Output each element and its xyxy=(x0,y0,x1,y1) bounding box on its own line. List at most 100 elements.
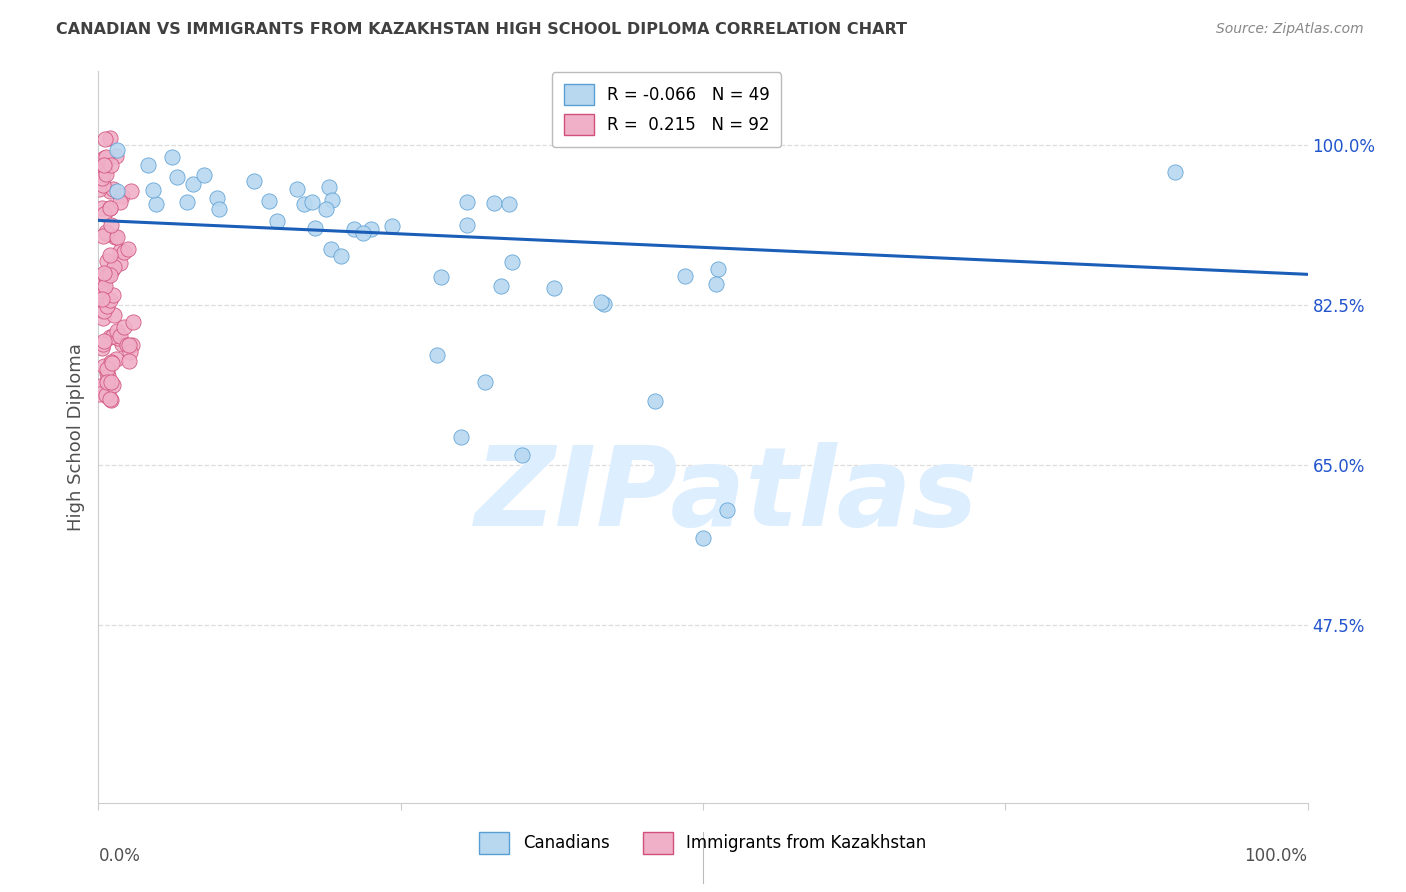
Point xyxy=(205,191,228,205)
Point xyxy=(692,531,714,545)
Point xyxy=(93,207,115,221)
Point xyxy=(87,274,110,288)
Point xyxy=(100,219,122,233)
Point xyxy=(456,195,478,210)
Point xyxy=(91,201,114,215)
Point xyxy=(90,171,112,186)
Point xyxy=(89,387,111,401)
Point xyxy=(352,226,374,240)
Point xyxy=(104,352,127,367)
Point xyxy=(482,196,505,211)
Point xyxy=(343,222,366,236)
Point xyxy=(318,180,340,194)
Point xyxy=(160,150,183,164)
Point xyxy=(93,228,115,243)
Point xyxy=(100,158,122,172)
Point xyxy=(90,292,112,306)
Point xyxy=(94,278,117,293)
Point xyxy=(285,182,308,196)
Point xyxy=(98,330,121,344)
Point xyxy=(510,448,533,462)
Point xyxy=(96,389,118,403)
Point xyxy=(301,195,323,210)
Point xyxy=(292,197,315,211)
Point xyxy=(105,149,128,163)
Point xyxy=(321,242,343,256)
Point xyxy=(498,197,520,211)
Point xyxy=(97,368,120,383)
Y-axis label: High School Diploma: High School Diploma xyxy=(67,343,86,531)
Point xyxy=(456,219,478,233)
Point xyxy=(100,355,122,369)
Point xyxy=(96,269,118,284)
Point xyxy=(93,303,115,318)
Point xyxy=(121,315,143,329)
Point xyxy=(644,393,666,408)
Point xyxy=(96,270,118,285)
Point xyxy=(593,297,616,311)
Point xyxy=(101,377,124,392)
Text: CANADIAN VS IMMIGRANTS FROM KAZAKHSTAN HIGH SCHOOL DIPLOMA CORRELATION CHART: CANADIAN VS IMMIGRANTS FROM KAZAKHSTAN H… xyxy=(56,22,907,37)
Point xyxy=(94,154,117,169)
Point xyxy=(96,366,118,380)
Point xyxy=(193,168,215,182)
Point xyxy=(101,329,124,343)
Point xyxy=(94,167,117,181)
Point xyxy=(450,430,472,444)
Point xyxy=(176,194,198,209)
Point xyxy=(93,359,115,374)
Point xyxy=(96,227,118,241)
Point xyxy=(98,293,121,307)
Point xyxy=(94,291,117,305)
Point xyxy=(103,182,125,196)
Point xyxy=(108,255,131,269)
Point xyxy=(704,277,727,291)
Point xyxy=(381,219,404,233)
Point xyxy=(91,341,114,355)
Point xyxy=(101,262,124,277)
Point xyxy=(208,202,231,216)
Point xyxy=(181,177,204,191)
Point xyxy=(108,244,131,258)
Point xyxy=(1163,165,1185,179)
Point xyxy=(100,375,122,389)
Point xyxy=(100,130,122,145)
Point xyxy=(103,260,125,275)
Text: 0.0%: 0.0% xyxy=(98,847,141,864)
Point xyxy=(93,277,115,292)
Text: 100.0%: 100.0% xyxy=(1244,847,1308,864)
Point xyxy=(105,324,128,338)
Point xyxy=(110,329,132,343)
Point xyxy=(329,249,352,263)
Point xyxy=(98,184,121,198)
Point xyxy=(118,354,141,368)
Point xyxy=(93,266,115,280)
Point xyxy=(93,178,115,192)
Point xyxy=(96,362,118,376)
Point xyxy=(117,243,139,257)
Point xyxy=(107,331,129,345)
Point xyxy=(591,294,613,309)
Point xyxy=(105,143,128,157)
Point xyxy=(304,221,326,235)
Point xyxy=(426,348,449,362)
Point xyxy=(93,158,115,172)
Point xyxy=(489,278,512,293)
Point xyxy=(112,244,135,259)
Point xyxy=(100,393,122,408)
Point xyxy=(117,337,139,351)
Point xyxy=(93,151,115,165)
Point xyxy=(120,344,142,359)
Point xyxy=(101,288,124,302)
Point xyxy=(474,376,496,390)
Point xyxy=(98,201,121,215)
Text: Source: ZipAtlas.com: Source: ZipAtlas.com xyxy=(1216,22,1364,37)
Point xyxy=(104,229,127,244)
Point xyxy=(96,299,118,313)
Point xyxy=(97,385,120,400)
Point xyxy=(94,150,117,164)
Point xyxy=(98,268,121,282)
Point xyxy=(706,262,728,277)
Point xyxy=(543,281,565,295)
Point xyxy=(98,248,121,262)
